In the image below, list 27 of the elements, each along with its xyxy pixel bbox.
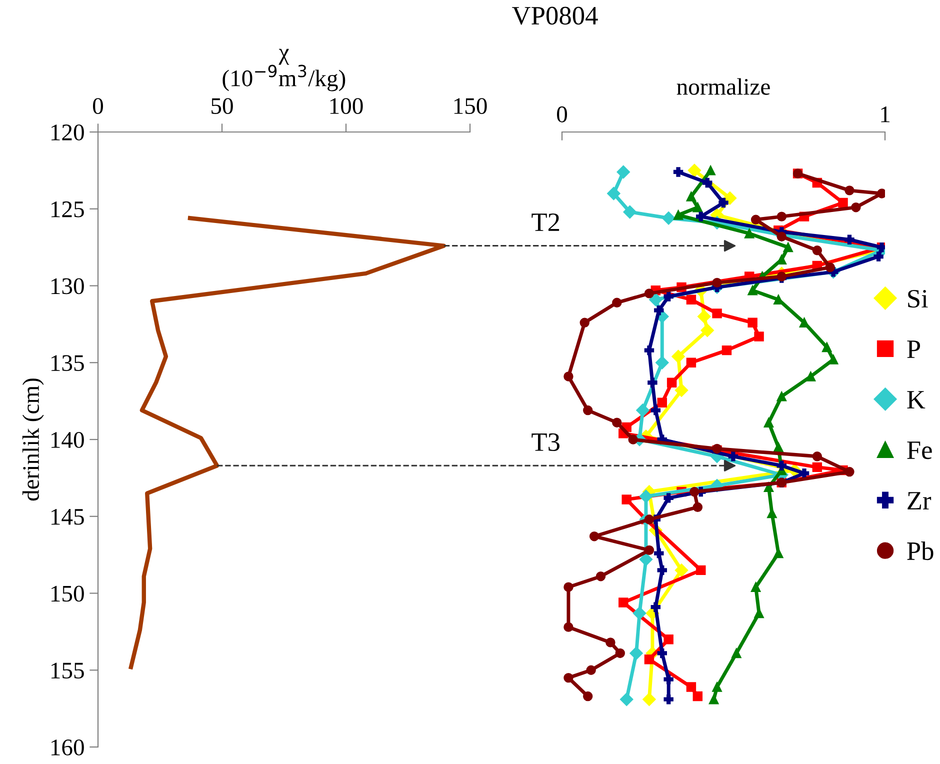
y-tick-label: 140 — [51, 432, 84, 448]
y-tick-label: 155 — [51, 662, 84, 679]
ref-line-label: T2 — [532, 213, 560, 231]
y-tick-label: 125 — [51, 201, 84, 218]
legend-label: P — [907, 340, 920, 358]
x-tick-label: 150 — [454, 98, 487, 114]
chart-title: VP0804 — [512, 6, 598, 25]
y-tick-label: 145 — [51, 508, 84, 525]
x-tick-label: 0 — [556, 106, 568, 122]
x-tick-label: 50 — [212, 98, 233, 114]
legend-label: Pb — [907, 542, 934, 560]
x-tick-label: 0 — [92, 98, 104, 114]
x-tick-label: 100 — [330, 98, 363, 114]
legend-label: Fe — [907, 442, 932, 460]
ref-line-label: T3 — [532, 433, 560, 452]
y-tick-label: 150 — [51, 586, 84, 602]
y-tick-label: 120 — [51, 124, 84, 140]
y-tick-label: 135 — [51, 355, 84, 372]
legend-label: Zr — [908, 492, 932, 510]
legend-label: K — [907, 391, 926, 408]
y-axis-title: derinlik (cm) — [22, 378, 44, 501]
x-axis-title: χ (10$^{−9}$m$^{3}$/kg) — [222, 48, 346, 92]
y-tick-label: 130 — [51, 278, 84, 294]
x-tick-label: 1 — [881, 106, 890, 122]
legend-label: Si — [908, 290, 928, 308]
x-axis-title: normalize — [676, 78, 770, 95]
y-tick-label: 160 — [51, 739, 84, 756]
